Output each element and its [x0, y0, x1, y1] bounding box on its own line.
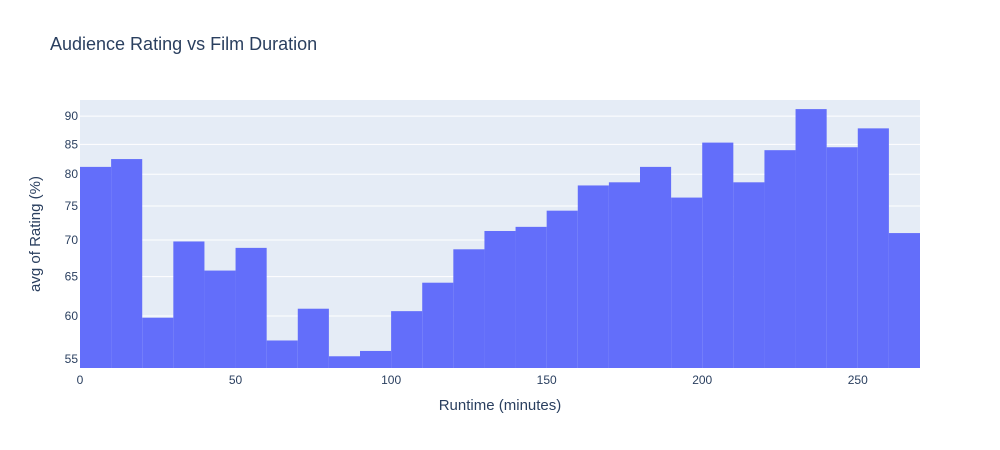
x-tick-label: 150	[537, 373, 557, 387]
y-tick-label: 85	[65, 137, 79, 151]
bar	[142, 317, 174, 368]
y-tick-label: 60	[65, 309, 79, 323]
bar	[795, 109, 827, 369]
x-tick-label: 0	[77, 373, 84, 387]
bar	[733, 182, 765, 368]
chart-title: Audience Rating vs Film Duration	[50, 34, 317, 54]
bar	[328, 356, 360, 368]
y-tick-label: 75	[65, 199, 79, 213]
bar	[453, 249, 485, 368]
bar	[173, 241, 205, 368]
bar	[671, 197, 703, 368]
bar	[888, 233, 920, 368]
bar	[111, 159, 143, 368]
bar	[546, 210, 578, 368]
bar	[857, 128, 889, 368]
bar	[266, 340, 298, 368]
x-tick-label: 200	[692, 373, 712, 387]
x-axis-ticks: 0 50 100 150 200 250	[77, 373, 868, 387]
y-tick-label: 70	[65, 233, 79, 247]
bar	[360, 350, 392, 368]
bar	[484, 230, 516, 368]
y-tick-label: 90	[65, 109, 79, 123]
bar	[640, 166, 672, 368]
x-axis-label: Runtime (minutes)	[439, 397, 562, 414]
bar	[764, 150, 796, 368]
y-axis-ticks: 55 60 65 70 75 80 85 90	[65, 109, 79, 366]
bar	[826, 147, 858, 368]
y-tick-label: 55	[65, 352, 79, 366]
bar	[422, 282, 454, 368]
y-axis-label: avg of Rating (%)	[27, 176, 44, 292]
x-tick-label: 250	[848, 373, 868, 387]
y-tick-label: 65	[65, 270, 79, 284]
bar	[235, 247, 267, 368]
bar	[608, 182, 640, 368]
bar	[515, 226, 547, 368]
bar	[80, 166, 112, 368]
bar	[577, 185, 609, 368]
x-tick-label: 50	[229, 373, 243, 387]
x-tick-label: 100	[381, 373, 401, 387]
bar	[204, 270, 236, 368]
bar	[702, 142, 734, 368]
bars	[80, 109, 920, 369]
y-tick-label: 80	[65, 167, 79, 181]
bar	[297, 308, 329, 368]
bar	[391, 311, 423, 368]
